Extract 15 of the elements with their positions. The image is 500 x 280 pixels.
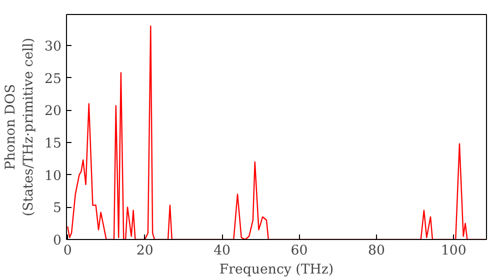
x-tick-label: 80 [368,244,385,258]
y-tick-label: 10 [44,168,62,184]
x-axis-title: Frequency (THz) [219,262,334,278]
x-tick-label: 20 [136,244,154,258]
y-tick-label: 30 [44,40,62,55]
y-tick-label: 25 [44,72,62,87]
x-tick-label: 40 [214,244,231,258]
y-tick-label: 20 [44,104,62,120]
y-tick-label: 0 [53,234,62,248]
y-tick-label: 15 [44,136,62,152]
x-tick-label: 0 [63,244,72,258]
x-tick-label: 60 [290,244,308,258]
y-tick-label: 5 [53,201,62,216]
x-tick-label: 100 [440,244,466,258]
y-axis-title: Phonon DOS (States/THz·primitive cell) [4,38,37,216]
